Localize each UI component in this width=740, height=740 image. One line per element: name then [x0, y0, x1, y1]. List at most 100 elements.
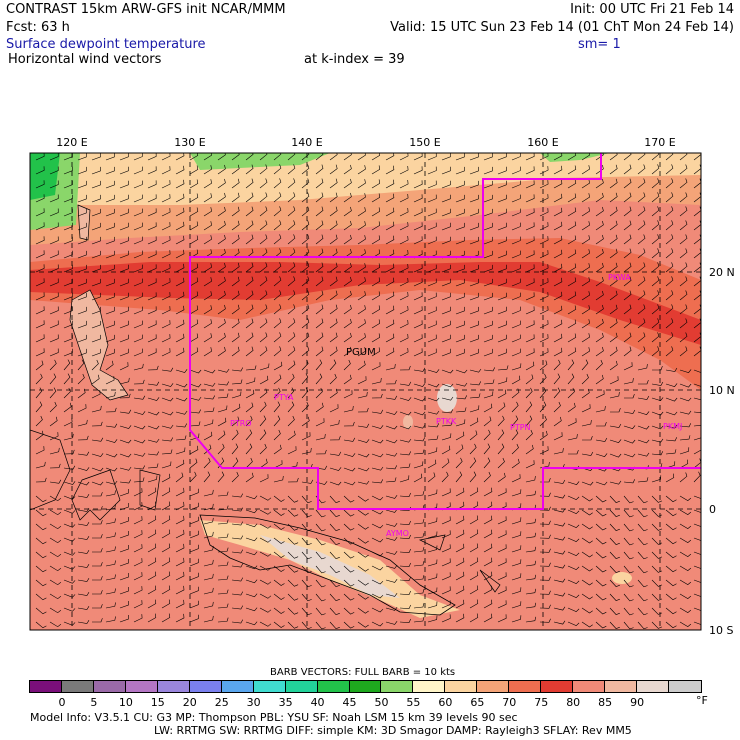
wind-barb: [469, 153, 479, 161]
wind-barb: [259, 415, 267, 427]
lon-label: 170 E: [644, 136, 675, 149]
wind-barb: [259, 579, 272, 585]
wind-barb: [427, 208, 437, 217]
wind-barb: [637, 509, 648, 518]
wind-barb: [315, 433, 326, 441]
wind-barb: [343, 290, 352, 301]
wind-barb: [329, 523, 340, 532]
wind-barb: [35, 551, 47, 559]
wind-barb: [385, 523, 398, 527]
wind-barb: [399, 291, 409, 301]
wind-barb: [679, 435, 691, 441]
wind-barb: [175, 319, 185, 329]
wind-barb: [77, 451, 90, 456]
wind-barb: [539, 415, 547, 427]
wind-barb: [77, 494, 90, 498]
wind-barb: [343, 481, 356, 486]
wind-barb: [91, 421, 103, 427]
wind-barb: [217, 417, 227, 427]
wind-barb: [259, 178, 268, 189]
wind-barb: [287, 607, 299, 615]
wind-barb: [371, 425, 384, 429]
wind-barb: [287, 579, 299, 587]
wind-barb: [679, 565, 692, 571]
wind-barb: [427, 383, 440, 388]
wind-barb: [637, 411, 650, 415]
wind-barb: [371, 165, 381, 175]
colorbar-swatch: [28, 680, 64, 693]
wind-barb: [259, 401, 267, 413]
wind-barb: [525, 560, 537, 567]
wind-barb: [371, 305, 381, 315]
wind-barb: [679, 318, 688, 329]
wind-barb: [679, 234, 688, 245]
wind-barb: [119, 306, 129, 315]
wind-barb: [217, 547, 229, 553]
wind-barb: [455, 153, 465, 161]
wind-barb: [637, 192, 646, 203]
wind-barb: [553, 207, 563, 217]
wind-barb: [105, 320, 115, 329]
wind-barb: [693, 471, 701, 483]
wind-barb: [525, 460, 535, 469]
wind-barb: [133, 516, 143, 525]
wind-barb: [315, 304, 324, 315]
wind-barb: [497, 457, 505, 469]
wind-barb: [161, 166, 171, 175]
init-time: Init: 00 UTC Fri 21 Feb 14: [570, 2, 734, 17]
wind-barb: [273, 565, 285, 572]
wind-barb: [623, 262, 632, 273]
wind-barb: [651, 346, 660, 357]
wind-barb: [189, 369, 202, 374]
colorbar-swatch: [572, 680, 607, 693]
wind-barb: [217, 206, 226, 217]
wind-barb: [245, 220, 254, 231]
wind-barb: [483, 403, 493, 413]
wind-barb: [203, 615, 214, 623]
wind-barb: [259, 262, 268, 273]
wind-barb: [245, 415, 253, 427]
wind-barb: [679, 551, 692, 557]
wind-barb: [399, 221, 409, 231]
wind-barb: [511, 320, 521, 329]
wind-barb: [595, 537, 607, 545]
wind-barb: [357, 305, 366, 315]
wind-barb: [595, 290, 604, 301]
wind-barb: [679, 537, 692, 543]
wind-barb: [567, 418, 577, 427]
wind-barb: [623, 378, 634, 385]
wind-barb: [483, 515, 493, 525]
wind-barb: [567, 607, 580, 613]
wind-barb: [595, 304, 604, 315]
wind-barb: [245, 365, 257, 371]
wind-barb: [175, 599, 185, 609]
wind-barb: [203, 179, 212, 189]
wind-barb: [35, 236, 45, 245]
wind-barb: [357, 621, 369, 628]
wind-barb: [77, 194, 87, 203]
wind-barb: [455, 444, 464, 455]
wind-barb: [161, 320, 171, 329]
wind-barb: [469, 613, 479, 623]
wind-barb: [581, 291, 590, 301]
wind-barb: [161, 278, 171, 287]
wind-barb: [77, 166, 87, 175]
wind-barb: [595, 390, 605, 399]
region-boundary: [189, 153, 701, 510]
wind-barb: [329, 579, 340, 588]
wind-barb: [455, 395, 468, 400]
wind-barb: [497, 572, 507, 581]
wind-barb: [567, 621, 580, 627]
wind-barb: [581, 193, 590, 203]
wind-barb: [651, 332, 660, 343]
wind-barb: [35, 509, 47, 517]
wind-barb: [455, 382, 468, 387]
wind-barb: [287, 153, 296, 161]
wind-barb: [581, 359, 589, 371]
wind-barb: [623, 425, 636, 429]
wind-barb: [413, 166, 423, 175]
wind-barb: [665, 262, 674, 273]
wind-barb: [371, 235, 381, 245]
wind-barb: [371, 466, 384, 471]
